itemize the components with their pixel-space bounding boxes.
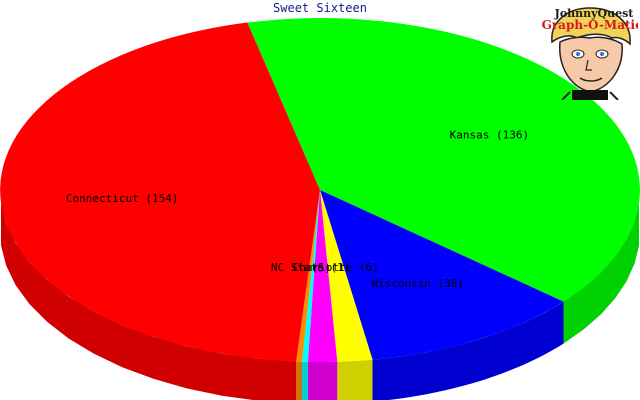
chart-title: Sweet Sixteen xyxy=(273,1,367,15)
pie-side-4 xyxy=(302,361,308,400)
logo-line-2: Graph-O-Matic xyxy=(542,18,638,32)
slice-label-2: Charlotte (6) xyxy=(293,261,379,274)
pie-slice-3 xyxy=(307,190,338,362)
pie-slice-4 xyxy=(302,190,320,362)
pie-labels: Kansas (136) Wisconsin (38) Charlotte (6)(… xyxy=(66,129,529,290)
slice-label-5: NC State (1) xyxy=(271,261,350,274)
slice-label-3: (5) xyxy=(311,261,331,274)
pie-slice-0 xyxy=(247,18,640,302)
pie-slice-2 xyxy=(320,190,373,362)
pie-slice-6 xyxy=(0,22,321,362)
pie-side-3 xyxy=(307,361,338,400)
pie-side-6 xyxy=(1,203,297,400)
pie-side-1 xyxy=(372,301,564,400)
pie-side-0 xyxy=(563,203,639,344)
slice-label-0: Kansas (136) xyxy=(450,129,529,142)
slice-label-1: Wisconsin (38) xyxy=(371,277,464,290)
face-icon xyxy=(551,7,631,100)
johnny-quest-logo: JohnnyQuest Graph-O-Matic xyxy=(542,7,638,100)
logo-line-1: JohnnyQuest xyxy=(554,7,635,20)
pie-slice-5 xyxy=(296,190,320,362)
pie-slice-1 xyxy=(320,190,564,360)
pie-side-5 xyxy=(296,361,302,400)
slice-label-6: Connecticut (154) xyxy=(66,192,179,205)
pie-tops xyxy=(0,18,640,362)
pie-side-2 xyxy=(337,359,373,400)
pie-sides xyxy=(1,203,639,400)
